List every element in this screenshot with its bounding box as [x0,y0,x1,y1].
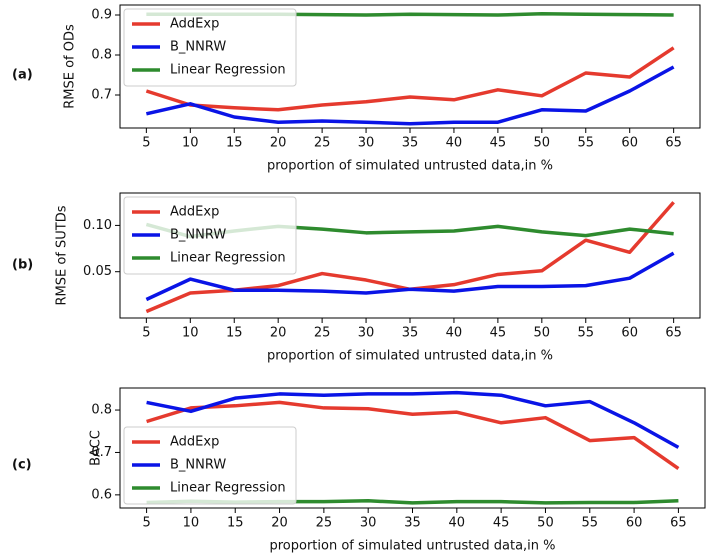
series-line [146,400,680,470]
legend-box [123,8,297,87]
y-axis-label: BACC [89,430,104,466]
x-tick-label: 40 [446,326,463,341]
legend-box [123,196,297,275]
x-tick-label: 45 [493,516,510,531]
y-tick-label: 0.6 [91,487,112,502]
legend-label: B_NNRW [170,458,226,473]
y-tick-label: 0.7 [91,445,112,460]
subplot: (b) 5 10 15 20 25 30 35 40 45 50 55 60 65 0.05 0.10 prop… [12,192,701,364]
x-tick-label: 65 [665,326,682,341]
legend-label: AddExp [170,435,219,450]
x-axis-label: proportion of simulated untrusted data,i… [267,349,553,364]
y-tick-label: 0.7 [91,88,112,103]
legend-label: B_NNRW [170,228,226,243]
legend-label: B_NNRW [170,40,226,55]
y-tick-label: 0.05 [83,264,112,279]
x-tick-label: 60 [626,516,643,531]
x-axis-label: proportion of simulated untrusted data,i… [269,539,555,554]
panel-label: (b) [12,258,33,273]
subplot: (c) 5 10 15 20 25 30 35 40 45 50 55 60 65 0.6 0.7 0.8 pro… [12,387,706,554]
x-tick-label: 15 [226,136,243,151]
x-tick-label: 30 [360,516,377,531]
x-tick-label: 35 [402,326,419,341]
legend: AddExp B_NNRW Linear Regression [123,8,297,87]
x-tick-label: 10 [182,326,199,341]
x-tick-label: 55 [577,136,594,151]
y-tick-label: 0.8 [91,403,112,418]
x-tick-label: 60 [621,136,638,151]
x-tick-label: 25 [316,516,333,531]
x-tick-label: 35 [404,516,421,531]
series-line [145,65,675,126]
series-line [146,390,680,449]
x-tick-label: 50 [537,516,554,531]
x-tick-label: 40 [446,136,463,151]
series-line [145,251,675,302]
x-tick-label: 45 [490,136,507,151]
x-tick-label: 20 [270,326,287,341]
legend-label: Linear Regression [170,481,286,496]
x-tick-label: 55 [581,516,598,531]
y-tick-label: 0.8 [91,48,112,63]
x-tick-label: 50 [534,326,551,341]
x-tick-label: 50 [534,136,551,151]
legend-label: AddExp [170,17,219,32]
x-tick-label: 5 [142,326,150,341]
legend-box [123,426,297,505]
subplot: (a) 5 10 15 20 25 30 35 40 45 50 55 60 65 0.7 0.8 0.9 pro… [12,4,701,174]
x-tick-label: 5 [142,516,150,531]
legend: AddExp B_NNRW Linear Regression [123,426,297,505]
y-axis-label: RMSE of SUTDs [55,205,70,305]
y-axis-label: RMSE of ODs [63,24,78,109]
x-tick-label: 20 [270,136,287,151]
x-tick-label: 30 [358,326,375,341]
y-tick-label: 0.9 [91,8,112,23]
series-line [145,46,675,112]
x-tick-label: 5 [142,136,150,151]
x-tick-label: 30 [358,136,375,151]
x-tick-label: 40 [449,516,466,531]
panel-label: (a) [12,68,33,83]
x-tick-label: 20 [271,516,288,531]
legend-label: Linear Regression [170,63,286,78]
legend-label: Linear Regression [170,251,286,266]
legend: AddExp B_NNRW Linear Regression [123,196,297,275]
x-tick-label: 35 [402,136,419,151]
x-tick-label: 65 [670,516,687,531]
x-tick-label: 55 [577,326,594,341]
legend-label: AddExp [170,205,219,220]
axes-frame [119,4,701,129]
x-tick-label: 15 [227,516,244,531]
x-tick-label: 45 [490,326,507,341]
x-tick-label: 15 [226,326,243,341]
x-axis-label: proportion of simulated untrusted data,i… [267,159,553,174]
axes-frame [119,387,706,509]
x-tick-label: 25 [314,326,331,341]
y-tick-label: 0.10 [83,218,112,233]
panel-label: (c) [12,458,32,473]
x-tick-label: 10 [183,516,200,531]
x-tick-label: 60 [621,326,638,341]
x-tick-label: 10 [182,136,199,151]
axes-frame [119,192,701,319]
x-tick-label: 65 [665,136,682,151]
x-tick-label: 25 [314,136,331,151]
